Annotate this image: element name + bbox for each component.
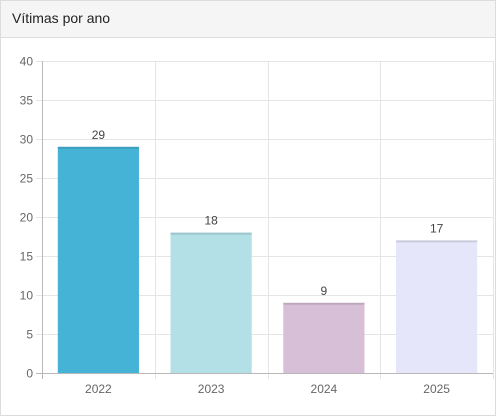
y-tick-label: 40 [20,55,34,69]
y-tick-label: 35 [20,94,34,108]
y-tick-label: 10 [20,289,34,303]
data-label: 9 [321,284,328,298]
y-tick-label: 15 [20,250,34,264]
bar-2025[interactable] [396,240,478,373]
y-tick-label: 30 [20,133,34,147]
data-label: 17 [430,221,444,235]
data-label: 18 [204,214,218,228]
data-label: 29 [92,128,106,142]
bars [57,146,478,373]
bar-2024[interactable] [283,302,365,373]
y-tick-label: 20 [20,211,34,225]
bar-2023[interactable] [170,232,252,373]
data-labels: 29 18 9 17 [92,128,444,298]
card-header: Vítimas por ano [1,1,495,38]
y-tick-label: 5 [26,328,33,342]
y-tick-label: 0 [26,367,33,381]
chart-title: Vítimas por ano [12,10,111,26]
x-tick-label: 2023 [198,382,225,396]
x-tick-label: 2024 [311,382,338,396]
x-tick-label: 2025 [423,382,450,396]
x-tick-label: 2022 [85,382,112,396]
y-tick-label: 25 [20,172,34,186]
bar-2022[interactable] [57,146,139,373]
